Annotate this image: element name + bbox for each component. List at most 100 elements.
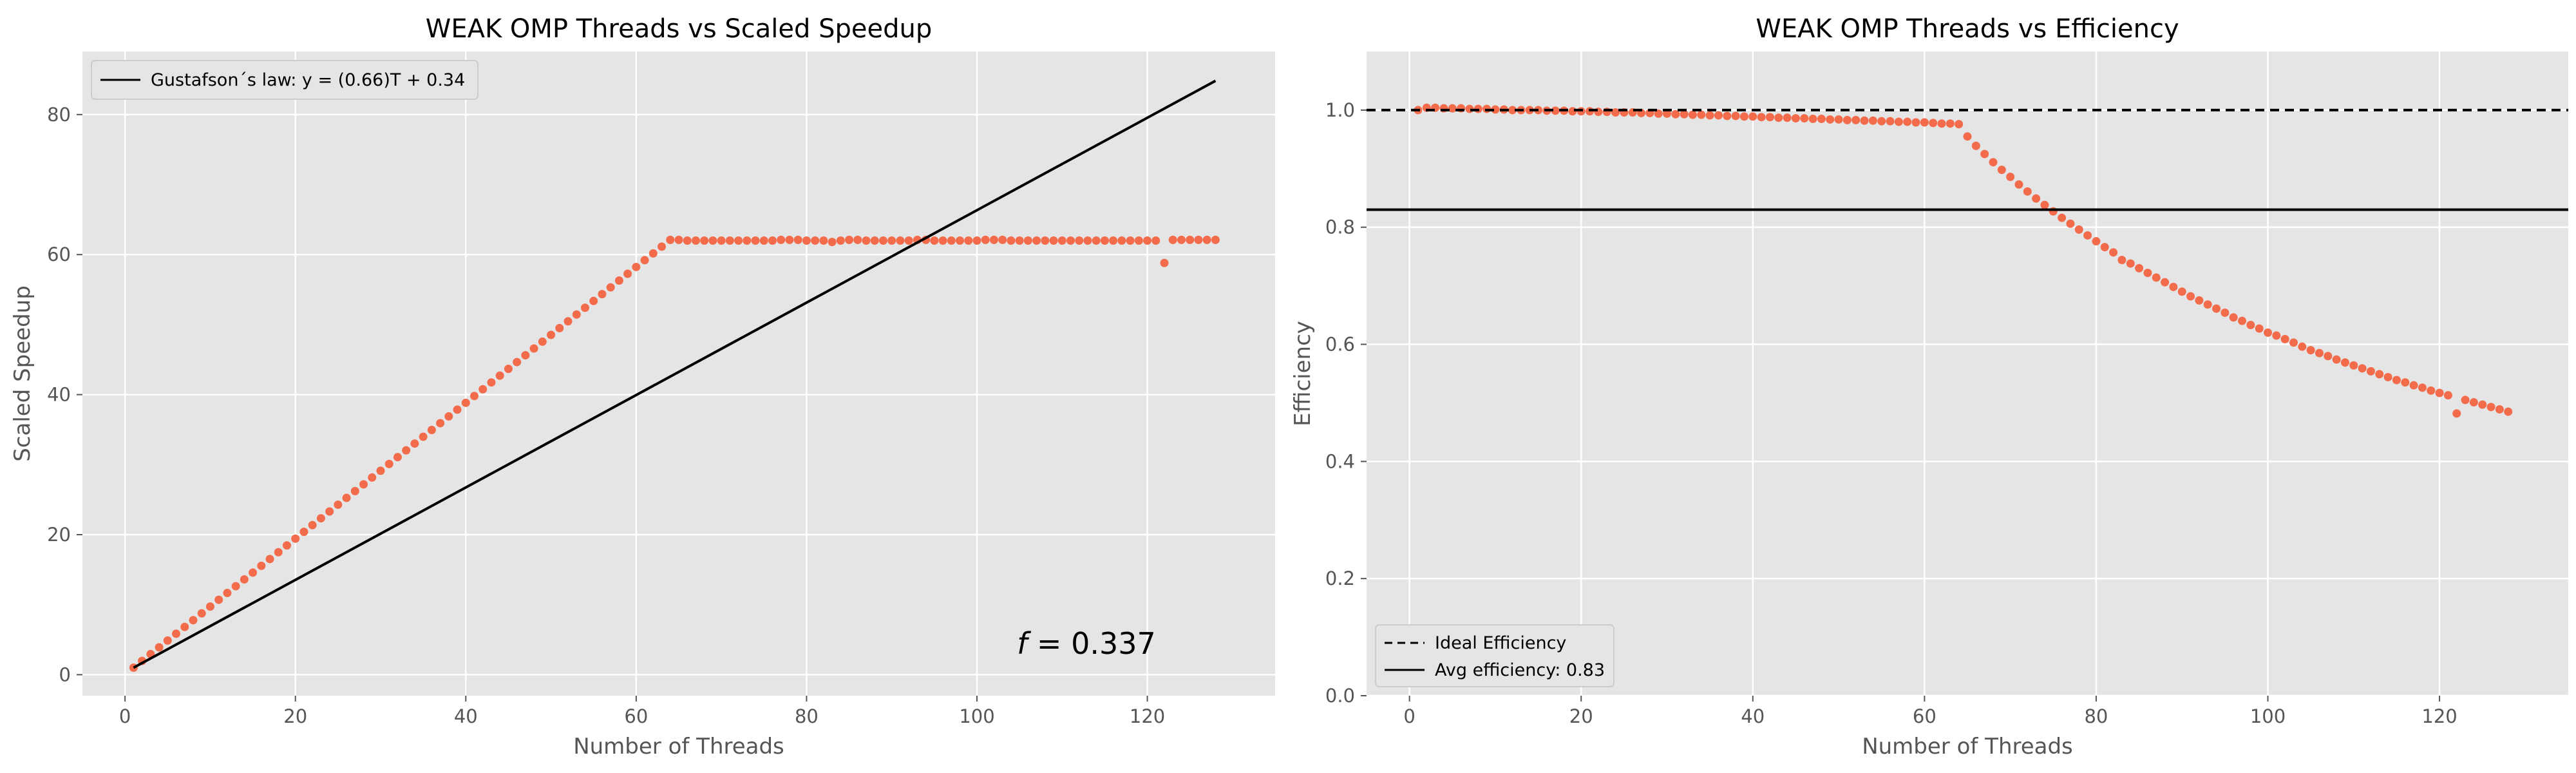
speedup-chart-title: WEAK OMP Threads vs Scaled Speedup xyxy=(426,14,932,44)
x-tick-label: 60 xyxy=(1913,705,1937,727)
data-point xyxy=(972,236,981,245)
data-point xyxy=(1731,111,1740,120)
data-point xyxy=(1748,112,1757,121)
data-point xyxy=(683,236,692,245)
data-point xyxy=(2195,296,2204,305)
data-point xyxy=(444,412,453,421)
data-point xyxy=(580,303,589,312)
data-point xyxy=(308,520,317,530)
data-point xyxy=(2504,407,2513,416)
speedup-f-annotation: f = 0.337 xyxy=(1017,626,1156,661)
x-tick-label: 120 xyxy=(2421,705,2457,727)
data-point xyxy=(470,392,479,401)
data-point xyxy=(334,500,343,509)
data-point xyxy=(989,235,998,244)
data-point xyxy=(1151,236,1160,245)
data-point xyxy=(1929,119,1938,128)
data-point xyxy=(1783,113,1792,122)
x-tick-label: 20 xyxy=(283,705,307,727)
data-point xyxy=(1937,119,1946,128)
speedup-grid xyxy=(82,52,1275,696)
efficiency-marks xyxy=(1367,103,2568,418)
data-point xyxy=(2066,219,2075,228)
data-point xyxy=(1611,108,1620,117)
data-point xyxy=(1551,106,1560,115)
speedup-legend-label-gustafson: Gustafson´s law: y = (0.66)T + 0.34 xyxy=(151,70,465,90)
data-point xyxy=(1852,115,1861,124)
speedup-chart: 0 20 40 60 80 100 120 0 20 40 60 80 WEAK OMP Thread… xyxy=(10,14,1275,759)
data-point xyxy=(725,236,734,245)
data-point xyxy=(1723,111,1732,120)
data-point xyxy=(495,371,504,380)
data-point xyxy=(359,480,368,489)
data-point xyxy=(291,534,300,543)
speedup-y-axis-label: Scaled Speedup xyxy=(10,285,35,462)
data-point xyxy=(2229,313,2238,322)
data-point xyxy=(956,236,965,245)
data-point xyxy=(2221,308,2230,317)
data-point xyxy=(759,236,768,245)
data-point xyxy=(249,568,258,577)
data-point xyxy=(2298,342,2307,351)
data-point xyxy=(214,595,223,604)
data-point xyxy=(1109,236,1118,245)
data-point xyxy=(1808,115,1817,124)
x-tick-label: 80 xyxy=(795,705,819,727)
data-point xyxy=(2152,273,2161,282)
y-tick-label: 0.6 xyxy=(1325,334,1355,356)
data-point xyxy=(427,426,436,434)
data-point xyxy=(2117,256,2126,265)
data-point xyxy=(700,236,709,245)
data-point xyxy=(350,486,359,495)
data-point xyxy=(547,330,556,339)
data-point xyxy=(2409,381,2418,390)
data-point xyxy=(2100,243,2109,252)
speedup-x-axis-label: Number of Threads xyxy=(573,734,784,759)
data-point xyxy=(1955,120,1964,129)
x-tick-label: 100 xyxy=(2250,705,2286,727)
efficiency-grid xyxy=(1367,52,2568,697)
efficiency-ticks: 0 20 40 60 80 100 120 0.0 0.2 0.4 0.6 0.8 1.0 xyxy=(1325,99,2458,727)
data-point xyxy=(257,561,266,570)
data-point xyxy=(2443,391,2452,400)
data-point xyxy=(2349,361,2358,370)
data-point xyxy=(419,432,428,441)
data-point xyxy=(1688,110,1697,119)
data-point xyxy=(2418,383,2427,392)
data-point xyxy=(1049,236,1058,245)
data-point xyxy=(2040,200,2049,209)
data-point xyxy=(1041,236,1050,245)
x-tick-label: 60 xyxy=(624,705,648,727)
data-point xyxy=(1092,236,1101,245)
data-point xyxy=(2161,278,2170,287)
x-tick-label: 80 xyxy=(2084,705,2108,727)
y-tick-label: 0.0 xyxy=(1325,685,1355,707)
data-point xyxy=(878,236,887,245)
data-point xyxy=(2306,346,2315,355)
data-point xyxy=(393,453,402,462)
y-tick-label: 0.8 xyxy=(1325,216,1355,238)
data-point xyxy=(2246,321,2255,330)
data-point xyxy=(1075,236,1084,245)
y-tick-label: 0 xyxy=(59,663,71,685)
data-point xyxy=(2315,348,2324,358)
x-tick-label: 0 xyxy=(1403,705,1415,727)
data-point xyxy=(282,541,291,550)
data-point xyxy=(1177,235,1186,244)
data-point xyxy=(2203,300,2212,309)
data-point xyxy=(743,236,752,245)
data-point xyxy=(2169,282,2178,291)
data-point xyxy=(674,235,683,244)
data-point xyxy=(896,236,905,245)
data-point xyxy=(2143,269,2152,278)
y-tick-label: 80 xyxy=(47,104,71,126)
data-point xyxy=(2092,237,2101,246)
speedup-legend-box xyxy=(91,60,478,100)
data-point xyxy=(1143,236,1152,245)
data-point xyxy=(1671,110,1680,119)
data-point xyxy=(598,290,607,299)
data-point xyxy=(2014,180,2023,189)
data-point xyxy=(734,236,743,245)
data-point xyxy=(299,528,308,537)
data-point xyxy=(589,296,598,305)
